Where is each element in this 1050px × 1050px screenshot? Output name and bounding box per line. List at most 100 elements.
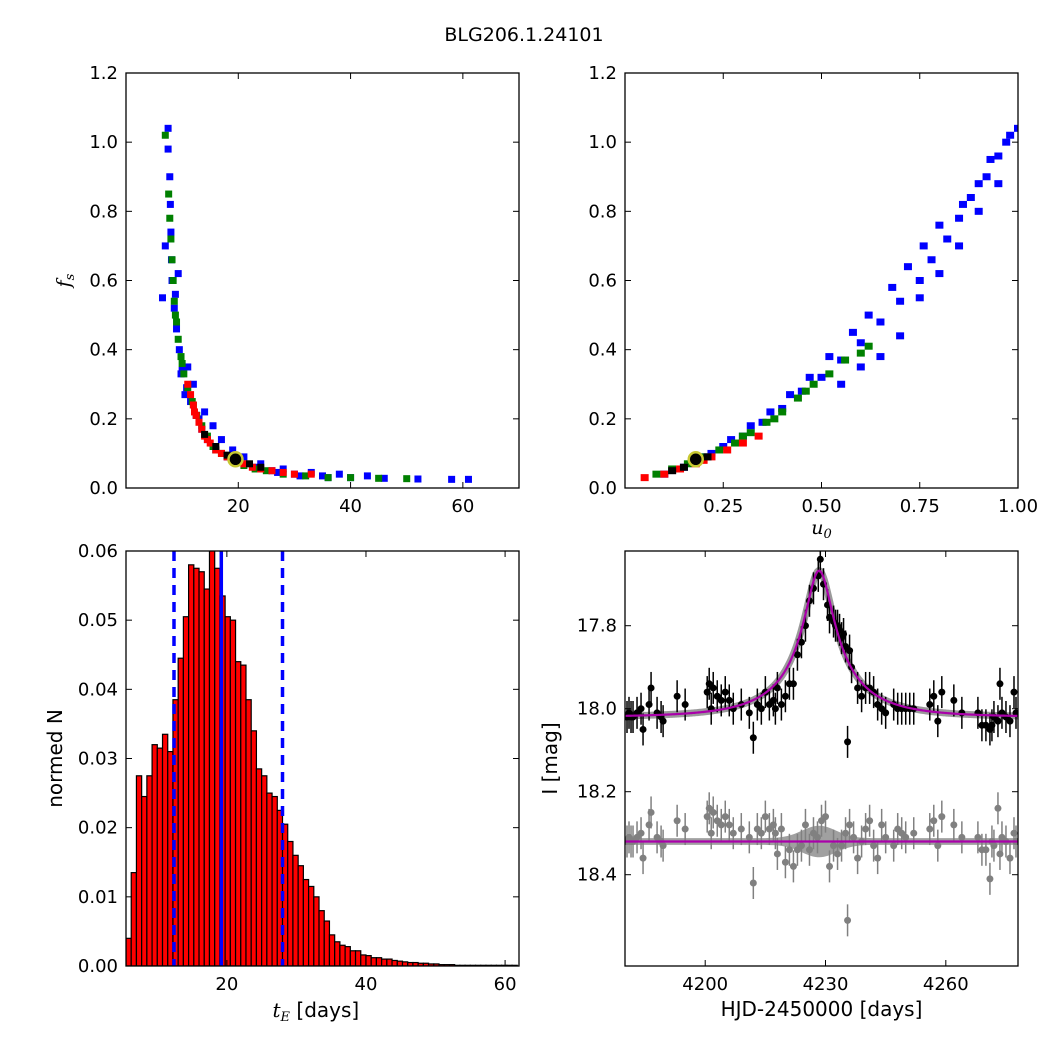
y-tick-label: 0.06 (78, 541, 118, 562)
likelihood-cell (746, 422, 755, 430)
residual-point (982, 846, 990, 854)
histogram-bar (292, 854, 299, 966)
x-tick-label: 20 (215, 974, 238, 995)
residual-point (781, 858, 789, 866)
histogram-bar (167, 750, 174, 966)
y-tick-label: 0.0 (89, 478, 118, 499)
y-tick-label: 1.0 (588, 132, 617, 153)
likelihood-cell (171, 290, 179, 298)
histogram-bar (344, 946, 351, 966)
data-point (681, 701, 689, 709)
likelihood-cell (888, 283, 897, 291)
histogram-bar (334, 941, 341, 966)
residual-point (822, 813, 830, 821)
model-uncertainty-band (625, 567, 1018, 720)
likelihood-cell (856, 339, 865, 347)
data-point (1012, 709, 1018, 717)
x-tick-label: 4200 (682, 974, 728, 995)
likelihood-cell (896, 332, 905, 340)
y-tick-label: 1.0 (89, 132, 118, 153)
best-fit-marker (687, 451, 704, 468)
likelihood-cell (864, 342, 873, 350)
likelihood-cell (375, 474, 383, 482)
likelihood-cell (640, 474, 649, 482)
histogram-bar (177, 657, 184, 966)
x-axis-label: HJD-2450000 [days] (721, 997, 923, 1021)
residual-point (842, 829, 850, 837)
likelihood-cell (262, 467, 270, 475)
residual-point (681, 825, 689, 833)
histogram-bar (135, 775, 143, 966)
residual-point (994, 804, 1002, 812)
likelihood-cell (896, 297, 905, 305)
likelihood-cell (856, 363, 865, 371)
histogram-bar (328, 934, 336, 966)
axes-frame (125, 72, 520, 489)
residual-point (725, 821, 733, 829)
likelihood-cell (943, 235, 952, 243)
likelihood-cell (958, 200, 967, 208)
y-tick-label: 17.8 (577, 616, 617, 637)
histogram-bar (130, 872, 138, 966)
likelihood-cell (919, 242, 928, 250)
likelihood-cell (158, 294, 166, 302)
likelihood-cell (184, 380, 192, 388)
likelihood-cell (876, 318, 885, 326)
likelihood-cell (966, 194, 975, 201)
histogram-bar (370, 957, 378, 966)
residual-point (639, 854, 647, 862)
y-tick-label: 18.2 (577, 782, 617, 803)
likelihood-cell (173, 325, 181, 333)
data-point (781, 692, 789, 700)
likelihood-cell (935, 221, 944, 229)
likelihood-cell (1014, 124, 1018, 132)
likelihood-cell (1002, 138, 1011, 146)
likelihood-cell (414, 475, 422, 483)
y-tick-label: 18.4 (577, 865, 617, 886)
likelihood-cell (171, 311, 179, 319)
data-point (647, 684, 655, 692)
y-tick-label: 1.2 (89, 63, 118, 84)
histogram-bar (234, 661, 242, 966)
data-point (749, 734, 757, 742)
likelihood-cell (168, 256, 176, 264)
likelihood-cell (201, 430, 209, 438)
residual-point (958, 833, 966, 841)
histogram-bar (323, 920, 331, 966)
histogram-bar (297, 865, 304, 966)
data-point (721, 688, 729, 696)
histogram-bar (188, 564, 195, 966)
x-tick-label: 40 (355, 974, 378, 995)
likelihood-cell (805, 373, 814, 381)
likelihood-cell (201, 408, 209, 416)
likelihood-cell (738, 439, 747, 447)
likelihood-cell (164, 145, 172, 153)
residual-point (826, 862, 834, 870)
likelihood-cell (169, 277, 177, 284)
histogram-bar (250, 730, 258, 966)
histogram-bar (271, 795, 278, 966)
likelihood-cell (731, 439, 740, 447)
residual-point (773, 850, 781, 858)
likelihood-cell (165, 190, 173, 198)
data-point (637, 705, 645, 713)
data-point (882, 709, 890, 717)
residual-point (637, 829, 645, 837)
likelihood-cell (786, 391, 795, 399)
likelihood-cell (268, 467, 276, 475)
likelihood-cell (770, 415, 779, 423)
residual-point (721, 813, 729, 821)
likelihood-cell (177, 353, 185, 361)
residual-point (844, 916, 852, 924)
histogram-bar (161, 733, 169, 966)
likelihood-cell (746, 429, 755, 437)
likelihood-cell (679, 463, 688, 471)
y-tick-label: 0.6 (89, 271, 118, 292)
data-point (745, 709, 753, 717)
x-tick-label: 40 (339, 496, 362, 517)
data-point (994, 717, 1002, 725)
residual-point (777, 825, 785, 833)
likelihood-cell (464, 475, 472, 483)
x-tick-label: 60 (451, 496, 474, 517)
